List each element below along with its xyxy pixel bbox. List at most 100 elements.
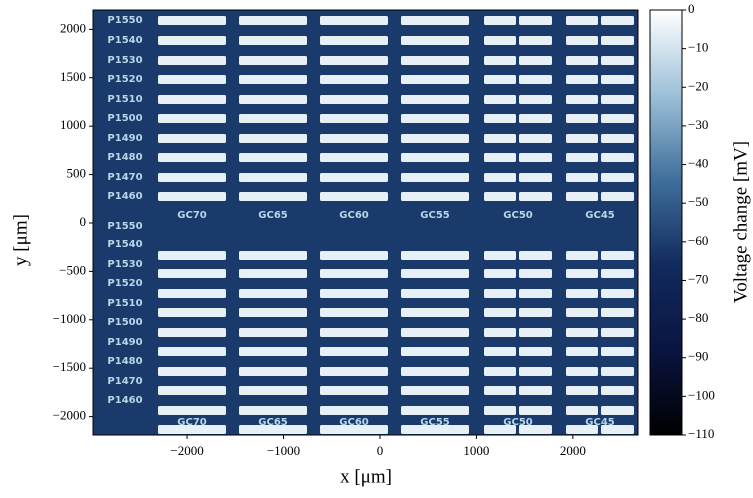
pad	[320, 347, 388, 356]
pad	[484, 75, 516, 84]
row-label: P1470	[107, 376, 142, 387]
column-label: GC55	[420, 417, 450, 428]
row-label: P1500	[107, 317, 142, 328]
pad	[239, 308, 307, 317]
pad	[401, 367, 469, 376]
pad	[601, 192, 634, 201]
pad	[566, 134, 598, 143]
pad	[320, 36, 388, 45]
row-label: P1480	[107, 152, 142, 163]
row-label: P1550	[107, 15, 142, 26]
y-tick-label: 500	[67, 166, 87, 181]
pad	[519, 192, 552, 201]
column-label: GC70	[177, 417, 207, 428]
pad	[601, 36, 634, 45]
pad	[401, 328, 469, 337]
pad	[484, 406, 516, 415]
pad	[158, 251, 226, 260]
pad	[519, 95, 552, 104]
pad	[239, 251, 307, 260]
pad	[601, 425, 634, 434]
pad	[239, 36, 307, 45]
pad	[401, 56, 469, 65]
colorbar-tick-label: −70	[688, 271, 708, 286]
pad	[320, 308, 388, 317]
pad	[566, 75, 598, 84]
pad	[566, 289, 598, 298]
pad	[519, 269, 552, 278]
pad	[401, 153, 469, 162]
x-tick-label: −2000	[170, 443, 203, 458]
row-label: P1490	[107, 133, 142, 144]
x-tick-label: 0	[377, 443, 384, 458]
colorbar-tick-label: 0	[688, 1, 695, 16]
pad	[566, 36, 598, 45]
column-label: GC45	[585, 417, 615, 428]
pad	[320, 173, 388, 182]
pad	[158, 406, 226, 415]
pad	[320, 75, 388, 84]
pad	[519, 56, 552, 65]
pad	[239, 114, 307, 123]
column-label: GC50	[503, 417, 533, 428]
pad	[601, 328, 634, 337]
pad	[401, 36, 469, 45]
pad	[239, 95, 307, 104]
pad	[401, 425, 469, 434]
column-label: GC55	[420, 210, 450, 221]
pad	[519, 114, 552, 123]
pad	[484, 251, 516, 260]
pad	[484, 134, 516, 143]
pad	[401, 251, 469, 260]
y-tick-label: −2000	[53, 408, 86, 423]
pad	[601, 114, 634, 123]
pad	[239, 173, 307, 182]
y-tick-label: 2000	[60, 20, 86, 35]
pad	[601, 269, 634, 278]
pad	[158, 192, 226, 201]
pad	[158, 386, 226, 395]
pad	[484, 425, 516, 434]
colorbar-tick-label: −20	[688, 78, 708, 93]
row-label: P1480	[107, 356, 142, 367]
colorbar-tick-label: −10	[688, 40, 708, 55]
pad	[239, 328, 307, 337]
pad	[239, 425, 307, 434]
pad	[566, 406, 598, 415]
pad	[519, 386, 552, 395]
colorbar-tick-label: −40	[688, 156, 708, 171]
column-label: GC50	[503, 210, 533, 221]
pad	[519, 289, 552, 298]
pad	[320, 16, 388, 25]
y-tick-label: 1000	[60, 117, 86, 132]
pad	[566, 192, 598, 201]
pad	[158, 347, 226, 356]
pad	[601, 251, 634, 260]
pad	[320, 289, 388, 298]
pad	[158, 173, 226, 182]
pad	[401, 406, 469, 415]
pad	[566, 308, 598, 317]
colorbar-tick-label: −30	[688, 117, 708, 132]
pad	[566, 328, 598, 337]
pad	[519, 16, 552, 25]
column-label: GC65	[258, 210, 288, 221]
colorbar-label: Voltage change [mV]	[730, 141, 751, 303]
pad	[158, 56, 226, 65]
pad	[320, 192, 388, 201]
pad	[601, 386, 634, 395]
row-label: P1510	[107, 94, 142, 105]
pad	[401, 192, 469, 201]
pad	[401, 16, 469, 25]
row-label: P1460	[107, 395, 142, 406]
pad	[519, 134, 552, 143]
pad	[320, 425, 388, 434]
pad	[158, 114, 226, 123]
pad	[566, 173, 598, 182]
pad	[484, 328, 516, 337]
pad	[158, 95, 226, 104]
row-label: P1540	[107, 239, 142, 250]
pad	[566, 425, 598, 434]
pad	[320, 153, 388, 162]
